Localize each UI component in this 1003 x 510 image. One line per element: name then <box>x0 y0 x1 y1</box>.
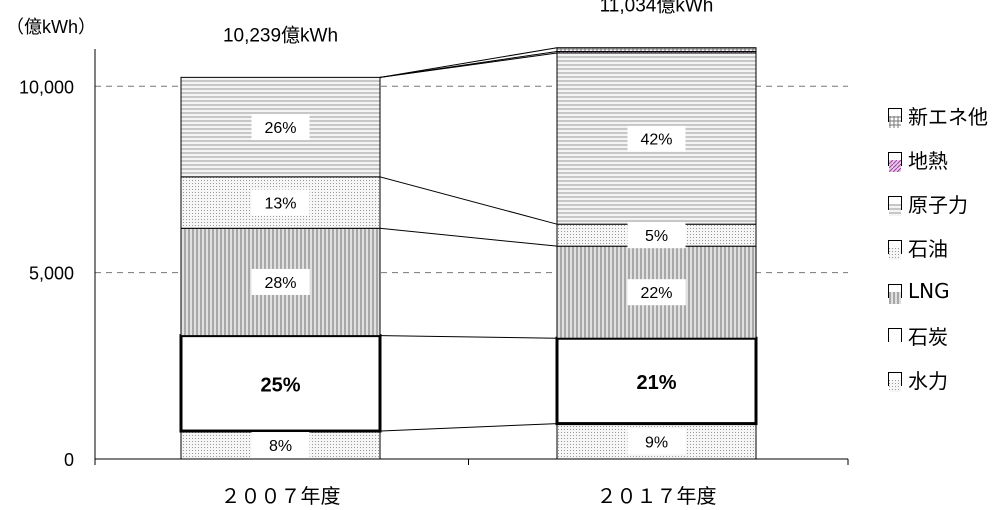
connector-line <box>379 335 558 339</box>
legend-item: 地熱 <box>888 148 1000 173</box>
connector-line <box>379 227 558 247</box>
total-label: 11,034億kWh <box>600 0 714 17</box>
legend-item: 原子力 <box>888 192 1000 217</box>
total-label: 10,239億kWh <box>223 24 338 46</box>
data-label: 21% <box>636 372 676 394</box>
connector-line <box>379 50 558 78</box>
data-label: 9% <box>645 434 668 451</box>
connector-line <box>379 176 558 225</box>
legend: 新エネ他地熱原子力石油 LNG 石炭水力 <box>888 104 1000 412</box>
y-unit-label: （億kWh） <box>6 17 96 37</box>
legend-swatch <box>888 196 902 216</box>
data-label-bg <box>627 428 686 455</box>
data-label-bg <box>251 189 310 216</box>
y-tick-label: 10,000 <box>19 77 74 97</box>
bar-segment-6 <box>556 47 757 52</box>
legend-swatch <box>888 372 902 392</box>
data-label: 13% <box>264 196 296 213</box>
data-label-bg <box>627 222 686 249</box>
data-label: 28% <box>264 275 296 292</box>
legend-swatch <box>888 284 902 304</box>
legend-item: 水力 <box>888 368 1000 393</box>
legend-swatch <box>888 328 902 348</box>
data-label-bg <box>251 268 310 295</box>
data-label: 42% <box>640 132 672 149</box>
data-label: 8% <box>269 438 292 455</box>
data-label-bg <box>251 114 310 141</box>
legend-label: 石油 <box>908 236 948 261</box>
data-label-bg <box>251 432 310 459</box>
legend-label: 新エネ他 <box>908 104 988 129</box>
legend-swatch <box>888 152 902 172</box>
data-label: 25% <box>260 374 300 396</box>
legend-item: 新エネ他 <box>888 104 1000 129</box>
data-label: 5% <box>645 228 668 245</box>
legend-item: 石油 <box>888 236 1000 261</box>
legend-swatch <box>888 240 902 260</box>
data-label-bg <box>627 125 686 152</box>
x-tick-label: ２００７年度 <box>221 485 341 508</box>
connector-line <box>379 47 558 78</box>
legend-item: 石炭 <box>888 324 1000 349</box>
legend-label: 原子力 <box>908 192 968 217</box>
y-tick-label: 5,000 <box>29 264 74 284</box>
data-label-bg <box>627 279 686 306</box>
legend-swatch <box>888 108 902 128</box>
y-tick-label: 0 <box>64 450 74 470</box>
bar-segment-1 <box>555 336 758 426</box>
x-tick-label: ２０１７年度 <box>597 485 717 508</box>
connector-line <box>379 423 558 432</box>
legend-label: LNG <box>908 279 950 303</box>
legend-label: 地熱 <box>908 148 948 173</box>
legend-label: 水力 <box>908 368 948 393</box>
data-label: 26% <box>264 120 296 137</box>
legend-label: 石炭 <box>908 324 948 349</box>
legend-item: LNG <box>888 279 1000 304</box>
data-label: 22% <box>640 285 672 302</box>
